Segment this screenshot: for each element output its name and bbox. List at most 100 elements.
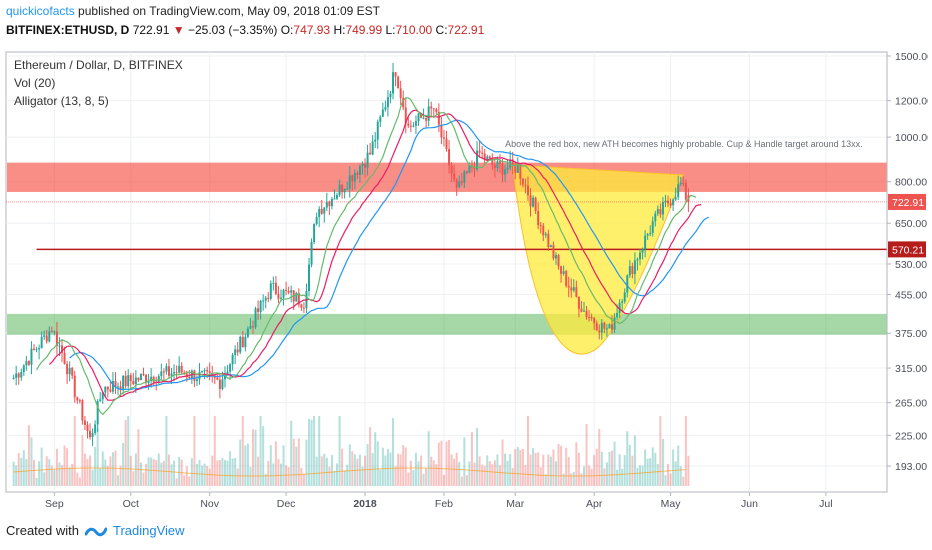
candle-body bbox=[442, 137, 445, 139]
candle-body bbox=[127, 375, 130, 387]
volume-bar bbox=[152, 459, 155, 486]
volume-bar bbox=[361, 466, 364, 486]
legend-title[interactable]: Ethereum / Dollar, D, BITFINEX bbox=[14, 58, 183, 72]
created-with-text: Created with bbox=[6, 523, 79, 538]
volume-bar bbox=[318, 416, 321, 486]
volume-bar bbox=[127, 416, 130, 486]
author-link[interactable]: quickicofacts bbox=[6, 4, 75, 18]
volume-bar bbox=[292, 438, 295, 486]
candle-body bbox=[460, 181, 463, 183]
volume-bar bbox=[509, 454, 512, 486]
candle-body bbox=[549, 245, 552, 247]
chart-container[interactable]: Above the red box, new ATH becomes highl… bbox=[4, 48, 928, 514]
volume-bar bbox=[427, 431, 430, 486]
volume-bar bbox=[213, 416, 216, 486]
volume-bar bbox=[470, 432, 473, 486]
volume-bar bbox=[465, 475, 468, 486]
volume-bar bbox=[167, 454, 170, 486]
candle-body bbox=[570, 287, 573, 291]
volume-bar bbox=[341, 448, 344, 486]
volume-bar bbox=[570, 473, 573, 486]
volume-bar bbox=[208, 468, 211, 486]
candle-body bbox=[364, 164, 367, 168]
volume-bar bbox=[679, 466, 682, 486]
volume-bar bbox=[302, 473, 305, 486]
price-tick-label: 1500.00 bbox=[895, 51, 928, 63]
volume-bar bbox=[514, 449, 517, 486]
time-tick-label: Feb bbox=[435, 498, 453, 510]
volume-bar bbox=[493, 460, 496, 486]
volume-bar bbox=[557, 444, 560, 486]
volume-bar bbox=[560, 445, 563, 486]
candle-body bbox=[376, 121, 379, 140]
volume-bar bbox=[572, 471, 575, 486]
price-chart[interactable]: Above the red box, new ATH becomes highl… bbox=[4, 48, 928, 514]
candle-body bbox=[379, 116, 382, 122]
candle-body bbox=[262, 300, 265, 302]
volume-bar bbox=[48, 459, 51, 486]
volume-bar bbox=[397, 453, 400, 486]
volume-bar bbox=[611, 450, 614, 486]
candle-body bbox=[170, 373, 173, 376]
candle-body bbox=[33, 348, 36, 350]
volume-bar bbox=[94, 446, 97, 486]
volume-bar bbox=[195, 464, 198, 486]
tradingview-brand[interactable]: TradingView bbox=[112, 523, 185, 538]
candle-body bbox=[661, 202, 664, 215]
candle-body bbox=[440, 124, 443, 138]
volume-bar bbox=[101, 451, 104, 486]
volume-bar bbox=[305, 439, 308, 486]
candle-body bbox=[208, 371, 211, 374]
candle-body bbox=[361, 164, 364, 166]
volume-bar bbox=[129, 455, 132, 486]
volume-bar bbox=[356, 458, 359, 486]
candle-body bbox=[616, 312, 619, 318]
volume-bar bbox=[394, 466, 397, 486]
candle-body bbox=[119, 386, 122, 391]
candle-body bbox=[61, 345, 64, 353]
volume-bar bbox=[453, 458, 456, 486]
high-value: 749.99 bbox=[345, 23, 383, 37]
volume-bar bbox=[320, 456, 323, 486]
level-price-badge: 570.21 bbox=[892, 244, 924, 256]
volume-bar bbox=[532, 448, 535, 486]
candle-body bbox=[514, 164, 517, 173]
volume-bar bbox=[325, 457, 328, 486]
candle-body bbox=[96, 401, 99, 425]
volume-bar bbox=[68, 467, 71, 486]
candle-body bbox=[325, 201, 328, 208]
tradingview-logo-icon bbox=[84, 527, 107, 536]
volume-bar bbox=[684, 416, 687, 486]
volume-bar bbox=[369, 427, 372, 486]
volume-bar bbox=[445, 441, 448, 486]
current-price-badge: 722.91 bbox=[892, 197, 924, 209]
candle-body bbox=[55, 331, 58, 346]
candle-body bbox=[83, 420, 86, 425]
candle-body bbox=[588, 317, 591, 319]
publish-info: quickicofacts published on TradingView.c… bbox=[6, 4, 380, 18]
volume-bar bbox=[567, 457, 570, 486]
volume-bar bbox=[300, 467, 303, 486]
close-value: 722.91 bbox=[447, 23, 485, 37]
legend-alligator[interactable]: Alligator (13, 8, 5) bbox=[14, 94, 109, 108]
volume-bar bbox=[223, 460, 226, 486]
candle-body bbox=[27, 361, 30, 365]
candle-body bbox=[216, 377, 219, 380]
candle-body bbox=[320, 208, 323, 214]
volume-bar bbox=[537, 452, 540, 486]
candle-body bbox=[567, 285, 570, 288]
symbol[interactable]: BITFINEX:ETHUSD, D bbox=[6, 23, 130, 37]
candle-body bbox=[323, 207, 326, 214]
volume-bar bbox=[677, 445, 680, 486]
volume-bar bbox=[639, 465, 642, 486]
volume-bar bbox=[669, 473, 672, 486]
volume-bar bbox=[547, 454, 550, 486]
candle-body bbox=[381, 109, 384, 117]
legend-volume[interactable]: Vol (20) bbox=[14, 76, 56, 90]
volume-bar bbox=[145, 463, 148, 486]
volume-bar bbox=[674, 461, 677, 486]
volume-bar bbox=[91, 469, 94, 486]
candle-body bbox=[274, 282, 277, 294]
candle-body bbox=[267, 297, 270, 299]
candle-body bbox=[430, 106, 433, 109]
